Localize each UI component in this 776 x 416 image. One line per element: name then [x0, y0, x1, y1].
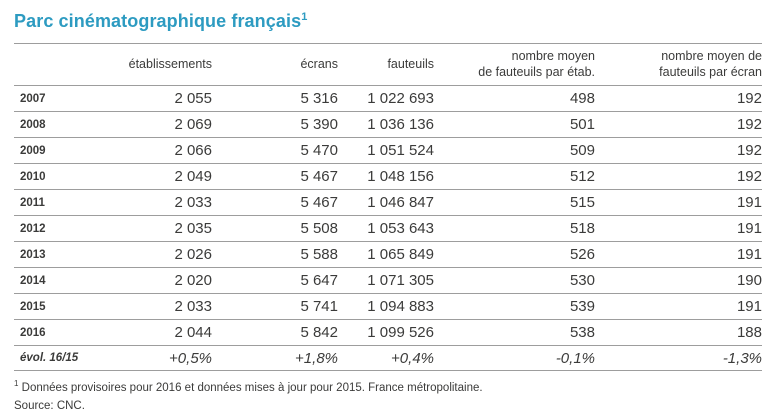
table-row: 2007 2 055 5 316 1 022 693 498 192 [14, 86, 762, 112]
row-year-label: 2016 [20, 326, 46, 339]
table-cell: 1 036 136 [367, 116, 434, 133]
column-header-moyenne-fauteuils-ecran: nombre moyen de fauteuils par écran [595, 43, 762, 86]
table-cell: -1,3% [722, 349, 762, 367]
table-cell: 2 049 [174, 168, 212, 185]
table-cell: 518 [569, 220, 595, 237]
cinema-park-table: établissements écrans fauteuils nombre m… [14, 43, 762, 371]
footnote-marker: 1 [14, 379, 19, 389]
table-cell: +1,8% [295, 349, 338, 367]
evolution-row: évol. 16/15 +0,5% +1,8% +0,4% -0,1% -1,3% [14, 346, 762, 371]
table-cell: 2 055 [174, 90, 212, 107]
table-cell: 538 [569, 324, 595, 341]
table-header: établissements écrans fauteuils nombre m… [14, 43, 762, 86]
table-cell: 2 026 [174, 246, 212, 263]
table-cell: 192 [736, 90, 762, 107]
table-cell: 1 071 305 [367, 272, 434, 289]
evolution-row-label: évol. 16/15 [20, 352, 79, 364]
table-cell: 509 [569, 142, 595, 159]
table-cell: 5 467 [300, 168, 338, 185]
table-cell: +0,5% [169, 349, 212, 367]
row-year-label: 2010 [20, 170, 46, 183]
row-year-label: 2012 [20, 222, 46, 235]
table-cell: 2 035 [174, 220, 212, 237]
table-cell: 191 [736, 246, 762, 263]
table-row: 2015 2 033 5 741 1 094 883 539 191 [14, 294, 762, 320]
table-cell: 526 [569, 246, 595, 263]
table-cell: 1 022 693 [367, 90, 434, 107]
table-cell: 2 033 [174, 194, 212, 211]
row-year-label: 2015 [20, 300, 46, 313]
column-header-year [14, 43, 96, 86]
table-row: 2016 2 044 5 842 1 099 526 538 188 [14, 320, 762, 346]
table-cell: 501 [569, 116, 595, 133]
table-row: 2008 2 069 5 390 1 036 136 501 192 [14, 112, 762, 138]
table-cell: 5 390 [300, 116, 338, 133]
table-cell: 1 048 156 [367, 168, 434, 185]
page-title-footnote-marker: 1 [301, 11, 308, 23]
column-header-moyenne-fauteuils-etab: nombre moyen de fauteuils par étab. [434, 43, 595, 86]
table-row: 2009 2 066 5 470 1 051 524 509 192 [14, 138, 762, 164]
table-cell: 191 [736, 194, 762, 211]
table-row: 2010 2 049 5 467 1 048 156 512 192 [14, 164, 762, 190]
table-row: 2012 2 035 5 508 1 053 643 518 191 [14, 216, 762, 242]
table-row: 2013 2 026 5 588 1 065 849 526 191 [14, 242, 762, 268]
table-cell: 5 467 [300, 194, 338, 211]
table-notes: 1 Données provisoires pour 2016 et donné… [14, 380, 762, 416]
table-cell: 188 [736, 324, 762, 341]
page-title: Parc cinématographique français1 [14, 11, 762, 32]
table-row: 2014 2 020 5 647 1 071 305 530 190 [14, 268, 762, 294]
table-cell: -0,1% [555, 349, 595, 367]
row-year-label: 2013 [20, 248, 46, 261]
row-year-label: 2014 [20, 274, 46, 287]
table-cell: 1 046 847 [367, 194, 434, 211]
table-header-row: établissements écrans fauteuils nombre m… [14, 43, 762, 86]
row-year-label: 2007 [20, 92, 46, 105]
table-cell: 5 508 [300, 220, 338, 237]
table-cell: 2 033 [174, 298, 212, 315]
table-cell: 5 842 [300, 324, 338, 341]
table-cell: 530 [569, 272, 595, 289]
source-line: Source: CNC. [14, 399, 85, 412]
table-cell: 1 065 849 [367, 246, 434, 263]
table-cell: 191 [736, 220, 762, 237]
table-cell: 5 470 [300, 142, 338, 159]
table-cell: 192 [736, 168, 762, 185]
table-cell: 539 [569, 298, 595, 315]
table-cell: 498 [569, 90, 595, 107]
table-row: 2011 2 033 5 467 1 046 847 515 191 [14, 190, 762, 216]
table-cell: 2 044 [174, 324, 212, 341]
table-cell: 192 [736, 116, 762, 133]
table-cell: 512 [569, 168, 595, 185]
table-cell: +0,4% [391, 349, 434, 367]
row-year-label: 2009 [20, 144, 46, 157]
column-header-ecrans: écrans [212, 43, 338, 86]
table-cell: 2 066 [174, 142, 212, 159]
table-cell: 515 [569, 194, 595, 211]
table-cell: 2 020 [174, 272, 212, 289]
footnote-line: 1 Données provisoires pour 2016 et donné… [14, 380, 762, 398]
footnote-text: Données provisoires pour 2016 et données… [21, 382, 483, 394]
table-cell: 5 741 [300, 298, 338, 315]
table-cell: 2 069 [174, 116, 212, 133]
row-year-label: 2008 [20, 118, 46, 131]
table-body: 2007 2 055 5 316 1 022 693 498 192 2008 2 069 5 … [14, 86, 762, 371]
column-header-etablissements: établissements [96, 43, 212, 86]
row-year-label: 2011 [20, 196, 45, 209]
table-cell: 1 053 643 [367, 220, 434, 237]
table-cell: 192 [736, 142, 762, 159]
table-cell: 1 099 526 [367, 324, 434, 341]
table-cell: 1 094 883 [367, 298, 434, 315]
table-cell: 191 [736, 298, 762, 315]
table-cell: 1 051 524 [367, 142, 434, 159]
page-title-text: Parc cinématographique français [14, 11, 302, 31]
table-cell: 5 647 [300, 272, 338, 289]
table-cell: 5 316 [300, 90, 338, 107]
column-header-fauteuils: fauteuils [338, 43, 434, 86]
table-cell: 190 [736, 272, 762, 289]
table-cell: 5 588 [300, 246, 338, 263]
